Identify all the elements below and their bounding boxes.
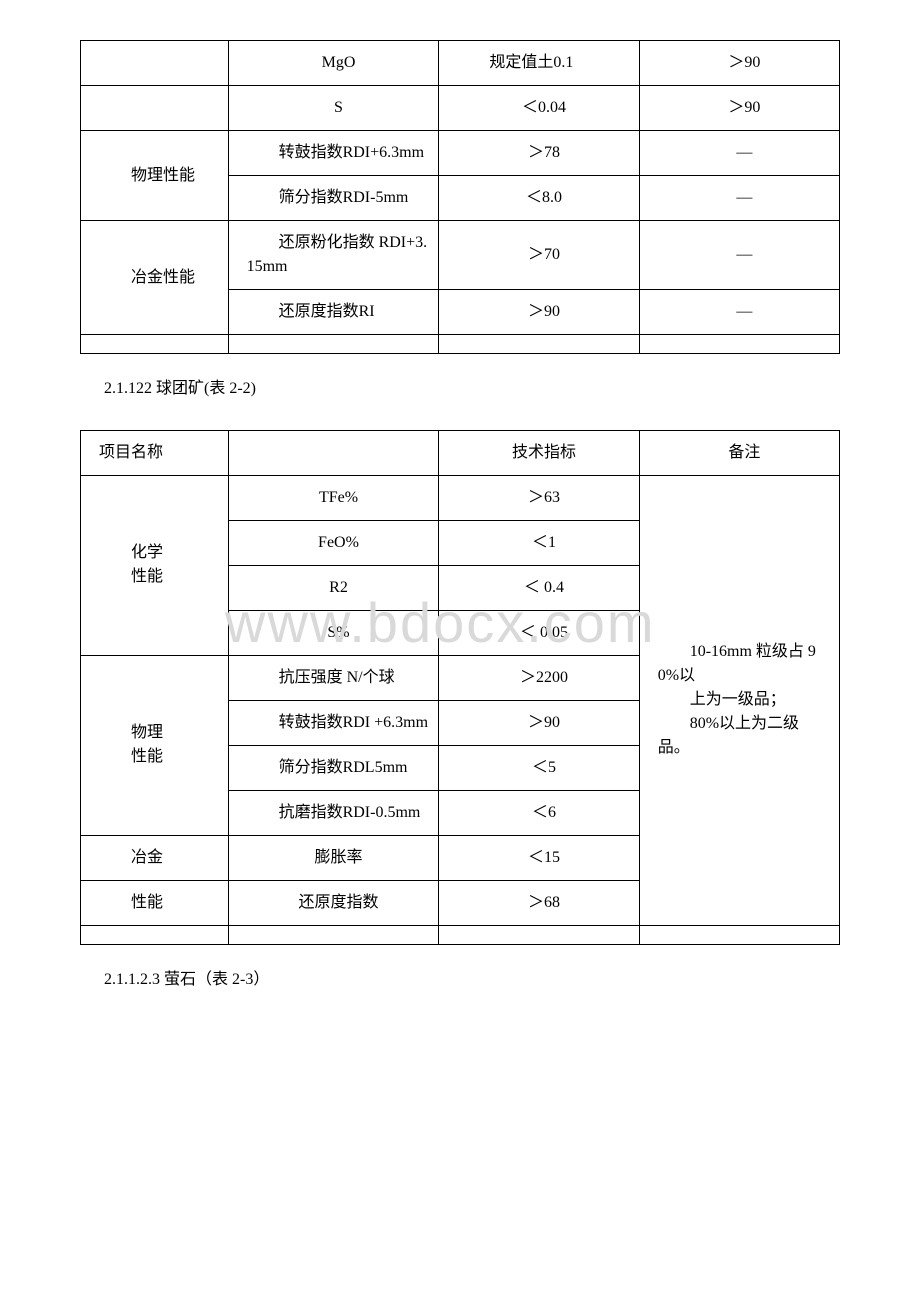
cell: ＞70 <box>439 221 639 290</box>
cell-header: 项目名称 <box>81 430 229 475</box>
cell-group-label: 物理性能 <box>81 131 229 221</box>
cell: 抗压强度 N/个球 <box>228 655 439 700</box>
cell: 还原度指数RI <box>228 290 439 335</box>
table-row: MgO 规定值土0.1 ＞90 <box>81 41 840 86</box>
cell: — <box>639 176 839 221</box>
cell-group-label: 化学 性能 <box>81 475 229 655</box>
cell: R2 <box>228 565 439 610</box>
cell-group-label: 冶金 <box>81 835 229 880</box>
table-row-empty <box>81 335 840 354</box>
cell: FeO% <box>228 520 439 565</box>
cell: 筛分指数RDL5mm <box>228 745 439 790</box>
cell-note: 10-16mm 粒级占 90%以 上为一级品； 80%以上为二级品。 <box>639 475 839 925</box>
cell-group-label: 冶金性能 <box>81 221 229 335</box>
cell: ＞90 <box>439 700 639 745</box>
cell: 规定值土0.1 <box>439 41 639 86</box>
table-pellet: 项目名称 技术指标 备注 化学 性能 TFe% ＞63 10-16mm 粒级占 … <box>80 430 840 945</box>
cell: 还原粉化指数 RDI+3.15mm <box>228 221 439 290</box>
cell: MgO <box>228 41 439 86</box>
cell <box>81 41 229 86</box>
cell-group-label: 物理 性能 <box>81 655 229 835</box>
table-sinter: MgO 规定值土0.1 ＞90 S ＜0.04 ＞90 物理性能 转鼓指数RDI… <box>80 40 840 354</box>
cell-header: 技术指标 <box>439 430 639 475</box>
cell: ＞63 <box>439 475 639 520</box>
table-row: 化学 性能 TFe% ＞63 10-16mm 粒级占 90%以 上为一级品； 8… <box>81 475 840 520</box>
cell <box>81 86 229 131</box>
page-container: www.bdocx.com MgO 规定值土0.1 ＞90 S ＜0.04 ＞9… <box>0 0 920 1080</box>
cell-header <box>228 430 439 475</box>
cell: ＜5 <box>439 745 639 790</box>
cell: — <box>639 221 839 290</box>
cell: S% <box>228 610 439 655</box>
cell-group-label: 性能 <box>81 880 229 925</box>
cell: 膨胀率 <box>228 835 439 880</box>
cell: ＞90 <box>639 86 839 131</box>
table-row-header: 项目名称 技术指标 备注 <box>81 430 840 475</box>
cell: S <box>228 86 439 131</box>
cell: ＜1 <box>439 520 639 565</box>
cell: 抗磨指数RDI-0.5mm <box>228 790 439 835</box>
cell: ＞78 <box>439 131 639 176</box>
caption-fluorite: 2.1.1.2.3 萤石（表 2-3） <box>80 967 840 993</box>
cell: — <box>639 290 839 335</box>
cell: ＞68 <box>439 880 639 925</box>
table-row-empty <box>81 925 840 944</box>
cell: TFe% <box>228 475 439 520</box>
cell: ＜ 0.4 <box>439 565 639 610</box>
cell: 还原度指数 <box>228 880 439 925</box>
cell: ＜8.0 <box>439 176 639 221</box>
cell: ＜ 0.05 <box>439 610 639 655</box>
cell: ＞90 <box>439 290 639 335</box>
cell: ＞90 <box>639 41 839 86</box>
cell: ＞2200 <box>439 655 639 700</box>
cell: ＜6 <box>439 790 639 835</box>
cell: ＜0.04 <box>439 86 639 131</box>
cell: 转鼓指数RDI +6.3mm <box>228 700 439 745</box>
table-row: S ＜0.04 ＞90 <box>81 86 840 131</box>
cell: 转鼓指数RDI+6.3mm <box>228 131 439 176</box>
caption-pellet: 2.1.122 球团矿(表 2-2) <box>80 376 840 402</box>
cell-header: 备注 <box>639 430 839 475</box>
cell: 筛分指数RDI-5mm <box>228 176 439 221</box>
table-row: 物理性能 转鼓指数RDI+6.3mm ＞78 — <box>81 131 840 176</box>
cell: — <box>639 131 839 176</box>
table-row: 冶金性能 还原粉化指数 RDI+3.15mm ＞70 — <box>81 221 840 290</box>
cell: ＜15 <box>439 835 639 880</box>
